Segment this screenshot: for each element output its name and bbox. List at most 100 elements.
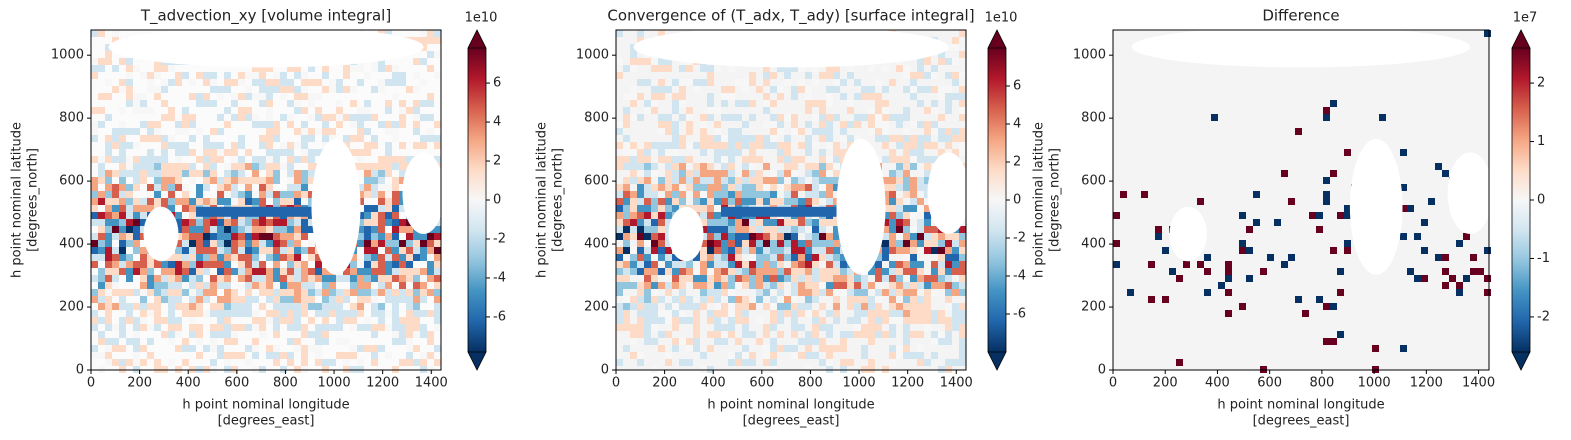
field-cell — [854, 324, 861, 331]
field-cell — [420, 135, 427, 142]
field-cell — [224, 352, 231, 359]
field-cell — [917, 72, 924, 79]
field-cell — [427, 65, 434, 72]
field-cell — [938, 317, 945, 324]
field-cell — [420, 359, 427, 366]
field-cell — [322, 310, 329, 317]
field-cell — [623, 205, 630, 212]
field-cell — [315, 93, 322, 100]
field-cell — [294, 142, 301, 149]
field-cell — [105, 261, 112, 268]
field-cell — [770, 170, 777, 177]
field-cell — [735, 268, 742, 275]
field-cell — [161, 65, 168, 72]
field-cell — [868, 93, 875, 100]
field-cell — [98, 338, 105, 345]
field-cell — [770, 317, 777, 324]
field-cell — [777, 128, 784, 135]
field-cell — [651, 303, 658, 310]
field-cell — [434, 247, 441, 254]
field-cell — [175, 177, 182, 184]
field-cell — [889, 149, 896, 156]
field-cell — [875, 128, 882, 135]
field-cell — [931, 128, 938, 135]
field-cell — [203, 135, 210, 142]
field-cell — [350, 317, 357, 324]
x-tick-label: 1000 — [318, 376, 351, 391]
field-cell — [903, 247, 910, 254]
field-cell — [910, 212, 917, 219]
field-cell — [112, 191, 119, 198]
field-cell — [280, 254, 287, 261]
field-cell — [231, 247, 238, 254]
field-cell — [224, 219, 231, 226]
field-cell — [868, 331, 875, 338]
field-cell — [875, 303, 882, 310]
field-cell — [252, 338, 259, 345]
field-cell — [133, 331, 140, 338]
field-cell — [875, 268, 882, 275]
field-cell — [882, 219, 889, 226]
field-cell — [378, 205, 385, 212]
field-cell — [189, 317, 196, 324]
field-cell — [896, 121, 903, 128]
colorbar-extend-max — [467, 29, 487, 49]
field-cell — [315, 324, 322, 331]
field-cell — [931, 121, 938, 128]
field-cell — [119, 233, 126, 240]
field-cell — [287, 198, 294, 205]
field-cell — [630, 51, 637, 58]
field-cell — [791, 317, 798, 324]
field-cell — [399, 205, 406, 212]
field-cell — [301, 331, 308, 338]
field-cell — [126, 184, 133, 191]
field-cell — [714, 121, 721, 128]
field-cell — [378, 86, 385, 93]
field-cell — [266, 240, 273, 247]
field-cell — [112, 324, 119, 331]
field-cell — [637, 149, 644, 156]
field-cell — [700, 303, 707, 310]
field-cell — [791, 282, 798, 289]
field-cell — [833, 254, 840, 261]
field-cell — [910, 268, 917, 275]
field-cell — [875, 324, 882, 331]
field-cell — [231, 191, 238, 198]
field-cell — [161, 100, 168, 107]
field-cell — [763, 135, 770, 142]
field-cell — [700, 254, 707, 261]
field-cell — [959, 352, 966, 359]
field-cell — [287, 352, 294, 359]
field-cell — [931, 352, 938, 359]
field-cell — [238, 107, 245, 114]
field-cell — [924, 135, 931, 142]
field-cell — [700, 289, 707, 296]
field-cell — [1323, 198, 1330, 205]
field-cell — [231, 233, 238, 240]
colorbar-tick-label: 6 — [1013, 79, 1021, 94]
colorbar-extend-min — [987, 351, 1007, 371]
field-cell — [665, 114, 672, 121]
field-cell — [952, 359, 959, 366]
field-cell — [434, 156, 441, 163]
field-cell — [392, 317, 399, 324]
field-cell — [147, 128, 154, 135]
field-cell — [266, 107, 273, 114]
field-cell — [196, 100, 203, 107]
field-cell — [210, 219, 217, 226]
field-cell — [385, 170, 392, 177]
field-cell — [315, 359, 322, 366]
field-cell — [434, 268, 441, 275]
field-cell — [189, 205, 196, 212]
field-cell — [616, 359, 623, 366]
x-tick-label: 400 — [701, 376, 726, 391]
field-cell — [371, 226, 378, 233]
field-cell — [182, 240, 189, 247]
field-cell — [238, 170, 245, 177]
field-cell — [126, 86, 133, 93]
field-cell — [651, 198, 658, 205]
field-cell — [112, 289, 119, 296]
field-cell — [672, 156, 679, 163]
field-cell — [133, 163, 140, 170]
field-cell — [728, 233, 735, 240]
